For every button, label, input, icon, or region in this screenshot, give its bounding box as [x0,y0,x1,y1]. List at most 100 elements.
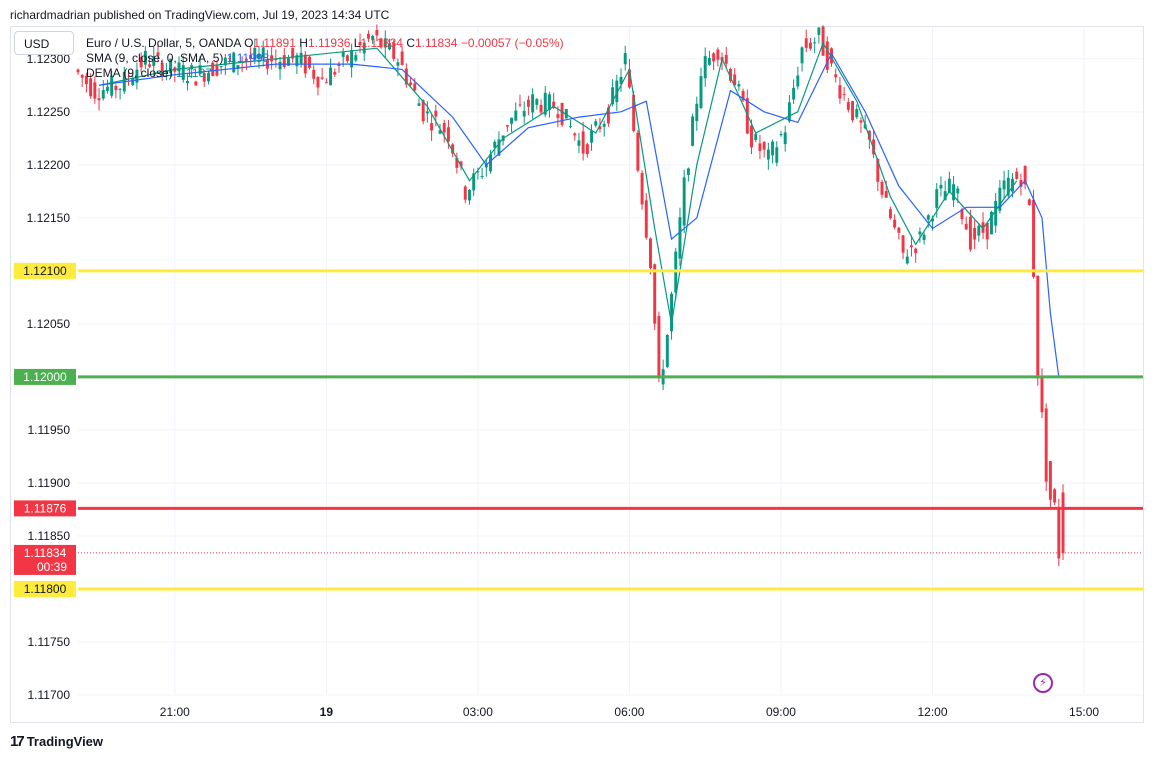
candle-body [80,74,84,78]
candle-body [236,65,240,69]
candle-body [211,62,215,77]
dema-line [98,41,1018,325]
candle-body [139,57,143,68]
candle-body [1053,489,1057,503]
last-price-label-bg [14,544,76,575]
candle-body [526,99,530,107]
candle-body [409,82,413,85]
candle-body [425,111,429,114]
candle-body [97,98,101,101]
candle-body [531,94,535,113]
candles-group [76,24,1065,567]
candle-body [1019,179,1023,187]
candle-body [1032,199,1036,277]
candle-body [329,67,333,86]
legend-sma-row[interactable]: SMA (9, close, 0, SMA, 5) 1.11998 [86,51,564,66]
candle-body [219,66,223,68]
candle-body [724,54,728,64]
candle-body [905,256,909,264]
candle-body [421,100,425,122]
candle-body [169,58,173,74]
candle-body [973,227,977,240]
candle-body [446,127,450,142]
currency-button[interactable]: USD [14,31,74,55]
candle-body [244,59,248,61]
candle-body [388,43,391,50]
candle-body [308,56,311,68]
candle-body [438,130,442,134]
candle-body [644,200,648,238]
legend-open-label: O [244,36,254,50]
candle-body [804,38,808,48]
legend-dema-label: DEMA (9, close) [86,66,173,80]
candle-body [114,85,118,91]
candle-body [1036,275,1040,379]
candle-body [295,55,299,67]
candle-body [771,141,775,156]
candle-body [489,154,493,172]
candle-body [952,184,956,201]
chart-frame [10,26,1144,723]
candle-body [396,62,400,66]
chart-legend: Euro / U.S. Dollar, 5, OANDA O1.11891 H1… [86,36,564,81]
candle-body [451,144,455,154]
candle-body [505,125,509,127]
level-label: 1.12000 [23,370,67,384]
candle-body [198,65,202,74]
candle-body [569,126,572,128]
tradingview-logo[interactable]: 17 TradingView [10,733,103,750]
candle-body [202,73,206,82]
y-tick-label: 1.12200 [27,158,71,172]
candle-body [573,133,577,136]
legend-dema-row[interactable]: DEMA (9, close) 1.1187 [86,66,564,81]
candle-body [686,168,690,175]
candle-body [977,225,981,236]
candle-body [1057,508,1061,559]
candle-body [535,99,539,105]
candle-body [223,57,227,66]
candle-body [766,149,770,160]
y-tick-label: 1.12300 [27,52,71,66]
candle-body [775,147,779,163]
candle-body [476,171,480,173]
candle-body [312,69,316,79]
candle-body [514,110,518,121]
candle-body [404,68,408,85]
candle-body [177,62,181,72]
candle-body [707,57,711,65]
candle-body [779,134,783,136]
candle-body [261,47,265,58]
candle-body [897,227,901,233]
candle-body [131,78,135,85]
candle-body [577,140,581,146]
y-tick-label: 1.11850 [28,529,71,543]
candle-body [135,69,139,83]
candle-body [484,163,488,168]
candle-body [1023,165,1027,185]
candle-body [712,53,716,62]
candle-body [291,48,295,59]
candle-body [699,76,703,108]
candle-body [754,133,758,140]
x-tick-label: 09:00 [766,705,796,719]
candle-body [463,186,467,200]
candle-body [274,58,278,61]
level-label-bg [14,500,76,517]
candle-body [581,131,585,154]
sma-line [98,52,1060,377]
x-tick-label: 15:00 [1069,705,1099,719]
candle-body [1048,461,1052,500]
candle-body [459,161,463,167]
candle-body [947,178,951,193]
lightning-bolt-icon[interactable]: ⚡ [1033,673,1053,693]
legend-symbol[interactable]: Euro / U.S. Dollar, 5, OANDA [86,36,241,50]
legend-dema-value: 1.1187 [176,66,212,80]
candle-body [796,75,800,87]
legend-sma-value: 1.11998 [226,51,270,65]
candle-body [590,130,594,143]
y-tick-label: 1.12150 [27,211,71,225]
x-tick-label: 06:00 [614,705,644,719]
candle-body [207,72,210,82]
candle-body [552,101,556,109]
